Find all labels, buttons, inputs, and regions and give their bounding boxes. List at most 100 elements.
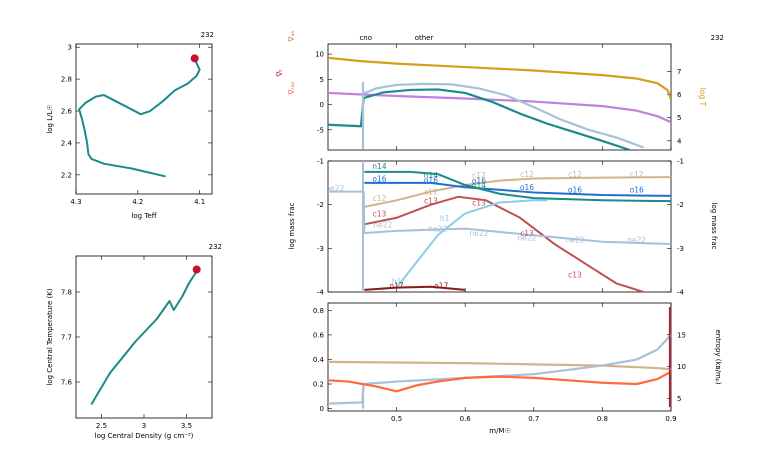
hr-ytick-label: 2.4 <box>61 139 73 147</box>
mid-series-line-c12 <box>364 176 671 208</box>
mid-ytick-label-right: -2 <box>677 201 684 209</box>
mid-inline-label: h1 <box>440 214 450 223</box>
mid-inline-label: n14 <box>424 171 439 180</box>
hr-track <box>78 57 201 178</box>
mid-axes-frame <box>327 160 672 293</box>
central-panel: 232 log Central Density (g cm⁻³) log Cen… <box>46 243 222 440</box>
mid-inline-label: h1 <box>392 277 402 286</box>
mid-inline-label: c12 <box>568 170 582 179</box>
profile-bot-panel: m/M☉ entropy (kʙ/mₚ) 0.5 0.6 0.7 0.8 0.9 0 0.2… <box>275 30 722 435</box>
mid-inline-label: o16 <box>568 185 582 194</box>
mid-ylabel-right: log mass frac <box>710 202 718 249</box>
bot-ytick-label-right: 15 <box>677 331 686 339</box>
hr-xtick-label: 4.3 <box>70 198 81 206</box>
mid-ytick-label-left: -1 <box>317 158 324 166</box>
mid-inline-label: c13 <box>472 198 486 207</box>
top-ytick-label-right: 5 <box>677 114 681 122</box>
hr-diagram-panel: 232 log Teff log L/L☉ 4.3 4.2 4.1 2.2 2.4 2.6… <box>46 31 214 220</box>
top-ytick-label-left: -5 <box>317 126 324 134</box>
mid-inline-label: ne22 <box>627 236 646 245</box>
mid-series-line-o16 <box>364 181 671 197</box>
hr-axes-frame <box>75 43 213 195</box>
top-axes-frame <box>327 43 672 151</box>
top-ytick-label-right: 6 <box>677 91 682 99</box>
center-track <box>90 269 198 406</box>
mid-inline-label: o17 <box>390 281 404 290</box>
mid-inline-label: ne22 <box>469 229 488 238</box>
bot-series-line-2 <box>328 370 671 393</box>
center-ylabel: log Central Temperature (K) <box>46 288 54 385</box>
top-ytick-label-right: 4 <box>677 137 682 145</box>
mid-inline-label: o16 <box>630 185 644 194</box>
mid-ytick-label-right: -4 <box>677 289 685 297</box>
mid-inline-label: c13 <box>520 229 534 238</box>
mid-inline-label: o16 <box>520 183 534 192</box>
bot-xtick-label: 0.7 <box>528 415 539 423</box>
mid-inline-label: c13 <box>424 196 438 205</box>
bot-xlabel: m/M☉ <box>489 427 511 435</box>
mid-inline-label: o16 <box>424 176 438 185</box>
mid-series-line-h1 <box>395 199 548 289</box>
top-series-line-3 <box>328 88 631 150</box>
hr-ytick-label: 2.6 <box>61 108 73 116</box>
top-series-line-0 <box>328 56 671 100</box>
mid-series-line-c13 <box>364 195 644 292</box>
hr-ytick-label: 3 <box>68 44 72 52</box>
mid-inline-label: c13 <box>568 271 582 280</box>
mid-inline-label: c12 <box>373 194 387 203</box>
hr-current-marker <box>190 54 199 63</box>
mid-ytick-label-left: -4 <box>317 289 325 297</box>
mid-inline-label: ne22 <box>325 184 344 193</box>
center-xtick-label: 3.5 <box>181 422 192 430</box>
bot-ytick-label-left: 0 <box>320 405 324 413</box>
top-ytick-label-right: 7 <box>677 68 681 76</box>
mid-inline-label: o16 <box>372 174 386 183</box>
mid-inline-label: ne22 <box>373 220 392 229</box>
center-xlabel: log Central Density (g cm⁻³) <box>95 432 194 440</box>
bot-xtick-label: 0.9 <box>665 415 676 423</box>
mid-inline-label: ne22 <box>565 236 584 245</box>
hr-xtick-label: 4.2 <box>132 198 143 206</box>
mid-series-line-o17 <box>364 285 466 291</box>
mid-label-group: n14o16ne22c12c13ne22n14o16c12c13h1ne22h1… <box>325 162 646 290</box>
center-ytick-label: 7.8 <box>61 289 72 297</box>
center-current-marker <box>192 265 201 274</box>
hr-xlabel: log Teff <box>131 212 156 220</box>
bot-ytick-label-right: 10 <box>677 363 686 371</box>
mid-series-line-n14 <box>364 170 671 203</box>
mid-inline-label: o17 <box>434 281 448 290</box>
bot-ytick-label-left: 0.8 <box>313 307 324 315</box>
bot-axes-frame <box>327 302 672 412</box>
center-xtick-label: 3 <box>142 422 146 430</box>
center-model-number: 232 <box>209 243 222 251</box>
profile-mid-panel: log mass frac log mass frac -4 -4 -3 -3 -2 -2… <box>288 158 718 297</box>
bot-series-line-1 <box>328 334 671 405</box>
mid-inline-label: c12 <box>472 171 486 180</box>
bot-ylabel-left: ∇ₐₔ <box>287 30 296 42</box>
hr-model-number: 232 <box>201 31 214 39</box>
bot-ytick-label-left: 0.6 <box>313 331 325 339</box>
mid-inline-label: o16 <box>472 177 486 186</box>
mid-ytick-label-left: -2 <box>317 201 324 209</box>
mid-inline-label: c12 <box>424 188 438 197</box>
mid-ytick-label-right: -3 <box>677 245 684 253</box>
mid-inline-label: n14 <box>372 162 387 171</box>
bot-ylabel-left: ∇ᵣₐₔ <box>287 81 296 95</box>
hr-xtick-label: 4.1 <box>194 198 205 206</box>
top-model-number: 232 <box>711 34 724 42</box>
hr-ylabel: log L/L☉ <box>46 104 54 133</box>
mid-inline-label: c12 <box>520 170 534 179</box>
hr-ytick-label: 2.2 <box>61 171 72 179</box>
mid-ytick-label-right: -1 <box>677 158 684 166</box>
bot-ytick-label-left: 0.4 <box>313 356 325 364</box>
center-ytick-label: 7.7 <box>61 334 72 342</box>
hr-ytick-label: 2.8 <box>61 76 72 84</box>
top-zone-label: cno <box>359 34 372 42</box>
bot-ylabel-right: entropy (kʙ/mₚ) <box>714 329 722 384</box>
center-xtick-label: 2.5 <box>96 422 107 430</box>
bot-series-line-0 <box>328 360 671 371</box>
mid-series-group <box>328 161 671 292</box>
top-series-line-2 <box>363 82 644 149</box>
